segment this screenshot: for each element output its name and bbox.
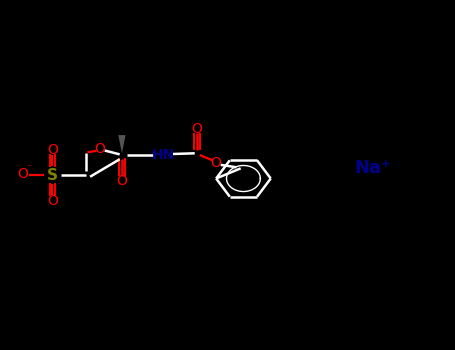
Text: O: O	[95, 142, 106, 156]
Text: O: O	[116, 174, 127, 188]
Text: O: O	[17, 167, 28, 181]
Text: HN: HN	[151, 148, 175, 162]
Text: O: O	[211, 156, 222, 170]
Text: ⁻: ⁻	[26, 163, 31, 173]
Text: S: S	[47, 168, 58, 182]
Text: O: O	[192, 122, 202, 136]
Text: O: O	[47, 143, 58, 157]
Polygon shape	[118, 135, 126, 153]
Text: Na⁺: Na⁺	[355, 159, 391, 177]
Text: O: O	[47, 194, 58, 208]
